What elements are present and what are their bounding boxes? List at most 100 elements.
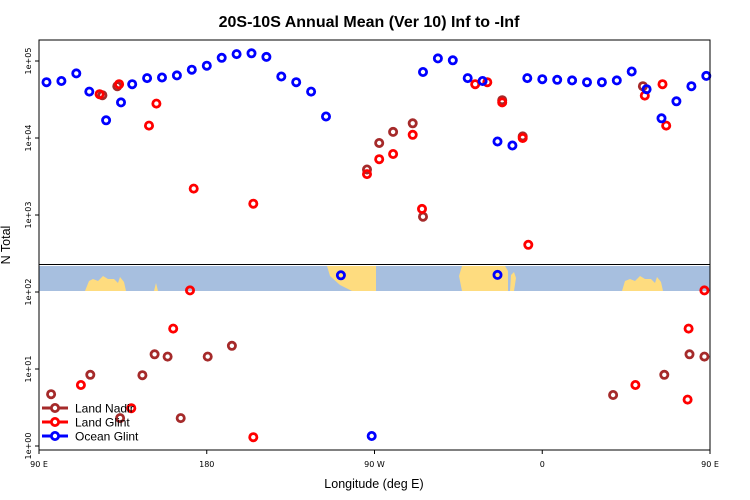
data-point xyxy=(552,74,563,85)
data-point xyxy=(683,323,694,334)
map-landmass xyxy=(85,276,126,291)
y-tick-label: 1e+00 xyxy=(24,433,33,460)
x-tick-label: 90 W xyxy=(364,460,385,469)
data-point xyxy=(248,198,259,209)
data-point xyxy=(291,77,302,88)
data-point xyxy=(248,432,259,443)
x-axis-label: Longitude (deg E) xyxy=(324,477,423,491)
data-point xyxy=(416,203,427,214)
data-point xyxy=(71,68,82,79)
x-tick-label: 90 E xyxy=(30,460,48,469)
legend-label: Land Glint xyxy=(75,416,130,430)
data-point xyxy=(201,60,212,71)
data-points xyxy=(41,48,712,443)
data-point xyxy=(482,77,493,88)
chart-title: 20S-10S Annual Mean (Ver 10) Inf to -Inf xyxy=(219,14,520,31)
data-point xyxy=(56,76,67,87)
map-landmass xyxy=(154,283,158,291)
data-point xyxy=(366,430,377,441)
data-point xyxy=(657,79,668,90)
data-point xyxy=(261,51,272,62)
axis-ticks: 90 E 180 90 W 0 90 E1e+001e+011e+021e+031e+0… xyxy=(24,48,719,469)
data-point xyxy=(407,129,418,140)
data-point xyxy=(523,239,534,250)
data-point xyxy=(46,389,57,400)
data-point xyxy=(659,369,670,380)
data-point xyxy=(94,89,105,100)
x-tick-label: 180 xyxy=(199,460,214,469)
data-point xyxy=(41,77,52,88)
data-point xyxy=(186,64,197,75)
data-point xyxy=(682,394,693,405)
data-point xyxy=(142,73,153,84)
data-point xyxy=(522,73,533,84)
data-point xyxy=(85,369,96,380)
data-point xyxy=(226,340,237,351)
data-point xyxy=(116,97,127,108)
data-point xyxy=(684,349,695,360)
legend-label: Land Nadir xyxy=(75,402,134,416)
data-point xyxy=(388,148,399,159)
data-point xyxy=(276,71,287,82)
data-point xyxy=(101,115,112,126)
data-point xyxy=(582,77,593,88)
data-point xyxy=(115,413,126,424)
data-point xyxy=(596,77,607,88)
data-point xyxy=(492,269,503,280)
data-point xyxy=(149,349,160,360)
data-point xyxy=(168,323,179,334)
map-inset xyxy=(39,266,710,291)
data-point xyxy=(641,84,652,95)
data-point xyxy=(374,154,385,165)
data-point xyxy=(335,270,346,281)
data-point xyxy=(361,169,372,180)
data-point xyxy=(537,74,548,85)
legend-label: Ocean Glint xyxy=(75,430,139,444)
data-point xyxy=(151,98,162,109)
data-point xyxy=(671,96,682,107)
data-point xyxy=(246,48,257,59)
y-tick-label: 1e+04 xyxy=(24,125,33,152)
data-point xyxy=(320,111,331,122)
data-point xyxy=(699,285,710,296)
data-point xyxy=(361,164,372,175)
legend-marker xyxy=(50,402,61,413)
data-point xyxy=(216,52,227,63)
data-point xyxy=(492,136,503,147)
data-point xyxy=(162,351,173,362)
data-point xyxy=(447,55,458,66)
data-point xyxy=(432,53,443,64)
y-tick-label: 1e+02 xyxy=(24,279,33,306)
y-axis-label: N Total xyxy=(0,226,13,265)
data-point xyxy=(231,49,242,60)
data-point xyxy=(497,97,508,108)
data-point xyxy=(114,79,125,90)
data-point xyxy=(184,285,195,296)
data-point xyxy=(462,73,473,84)
data-point xyxy=(656,113,667,124)
legend-marker xyxy=(50,416,61,427)
data-point xyxy=(699,351,710,362)
data-point xyxy=(143,120,154,131)
data-point xyxy=(156,72,167,83)
data-point xyxy=(171,70,182,81)
data-point xyxy=(202,351,213,362)
data-point xyxy=(477,76,488,87)
data-point xyxy=(75,379,86,390)
data-point xyxy=(388,126,399,137)
data-point xyxy=(567,75,578,86)
data-point xyxy=(306,86,317,97)
data-point xyxy=(188,183,199,194)
data-point xyxy=(611,75,622,86)
map-landmass xyxy=(510,272,516,291)
data-point xyxy=(661,120,672,131)
data-point xyxy=(126,403,137,414)
data-point xyxy=(517,132,528,143)
data-point xyxy=(127,79,138,90)
data-point xyxy=(686,81,697,92)
x-tick-label: 0 xyxy=(540,460,545,469)
plot-frame xyxy=(38,39,711,451)
